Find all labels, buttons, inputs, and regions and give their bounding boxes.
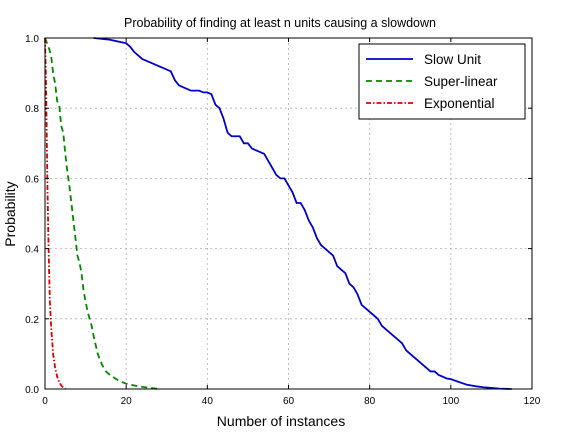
y-tick-label: 0.2 <box>25 315 39 326</box>
y-tick-label: 0.8 <box>25 104 39 115</box>
series-lines <box>44 37 512 390</box>
x-tick-label: 100 <box>442 396 459 407</box>
tick-labels: 0 20 40 60 80 100 120 0.0 0.2 0.4 0.6 0.8 1.0 <box>25 34 541 407</box>
legend-label-super-linear: Super-linear <box>424 74 498 89</box>
chart-title: Probability of finding at least n units … <box>124 16 436 30</box>
series-line-exponential <box>44 37 66 390</box>
y-tick-label: 1.0 <box>25 34 39 45</box>
y-tick-label: 0.6 <box>25 174 39 185</box>
series-line-super-linear <box>44 37 159 390</box>
grid <box>45 38 532 389</box>
x-tick-label: 0 <box>42 396 48 407</box>
y-tick-label: 0.0 <box>25 385 39 396</box>
legend: Slow Unit Super-linear Exponential <box>358 43 526 120</box>
x-tick-label: 40 <box>202 396 214 407</box>
legend-label-exponential: Exponential <box>424 96 495 111</box>
x-tick-label: 120 <box>524 396 541 407</box>
y-tick-label: 0.4 <box>25 245 39 256</box>
ticks <box>44 37 533 390</box>
y-axis-title: Probability <box>2 181 18 246</box>
x-axis-title: Number of instances <box>217 413 345 429</box>
x-tick-label: 60 <box>283 396 295 407</box>
legend-label-slow-unit: Slow Unit <box>424 52 481 67</box>
series-line-slow-unit <box>93 37 512 390</box>
x-tick-label: 80 <box>364 396 376 407</box>
x-tick-label: 20 <box>121 396 133 407</box>
